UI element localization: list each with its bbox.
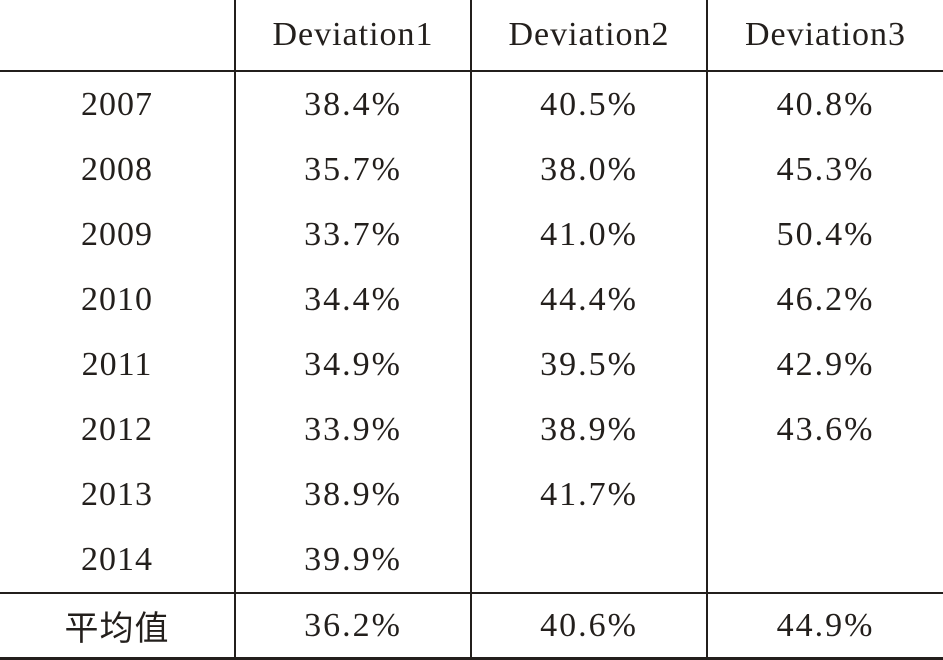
average-deviation2: 40.6% bbox=[470, 592, 707, 660]
table-row: 2010 34.4% 44.4% 46.2% bbox=[0, 267, 943, 332]
header-row: Deviation1 Deviation2 Deviation3 bbox=[0, 0, 943, 72]
deviation2-cell bbox=[470, 527, 707, 593]
header-cell-deviation2: Deviation2 bbox=[470, 0, 707, 72]
deviation1-cell: 38.4% bbox=[234, 71, 471, 137]
deviation2-cell: 44.4% bbox=[470, 267, 707, 332]
deviation3-cell: 42.9% bbox=[706, 332, 943, 397]
average-deviation1: 36.2% bbox=[234, 592, 471, 660]
deviation2-cell: 38.9% bbox=[470, 397, 707, 462]
year-cell: 2007 bbox=[81, 85, 153, 123]
deviation1-cell: 38.9% bbox=[234, 462, 471, 527]
header-cell-deviation1: Deviation1 bbox=[234, 0, 471, 72]
year-cell: 2009 bbox=[81, 215, 153, 253]
deviation3-cell: 43.6% bbox=[706, 397, 943, 462]
table-row: 2008 35.7% 38.0% 45.3% bbox=[0, 137, 943, 202]
deviation2-cell: 38.0% bbox=[470, 137, 707, 202]
deviation1-cell: 33.9% bbox=[234, 397, 471, 462]
deviation1-cell: 39.9% bbox=[234, 527, 471, 593]
deviation2-cell: 41.0% bbox=[470, 202, 707, 267]
deviation1-cell: 33.7% bbox=[234, 202, 471, 267]
deviation1-cell: 35.7% bbox=[234, 137, 471, 202]
year-cell: 2012 bbox=[81, 410, 153, 448]
deviation3-cell: 46.2% bbox=[706, 267, 943, 332]
average-label: 平均值 bbox=[0, 592, 235, 660]
table-row: 2013 38.9% 41.7% bbox=[0, 462, 943, 527]
header-cell-year bbox=[0, 0, 235, 72]
table-row: 2014 39.9% bbox=[0, 527, 943, 593]
year-cell: 2011 bbox=[81, 345, 153, 383]
year-cell: 2014 bbox=[81, 540, 153, 578]
year-cell: 2010 bbox=[81, 280, 153, 318]
table-row: 2007 38.4% 40.5% 40.8% bbox=[0, 71, 943, 137]
year-cell: 2013 bbox=[81, 475, 153, 513]
deviation2-cell: 39.5% bbox=[470, 332, 707, 397]
header-cell-deviation3: Deviation3 bbox=[706, 0, 943, 72]
deviation2-cell: 41.7% bbox=[470, 462, 707, 527]
deviation1-cell: 34.4% bbox=[234, 267, 471, 332]
table-row: 2009 33.7% 41.0% 50.4% bbox=[0, 202, 943, 267]
deviation3-cell: 50.4% bbox=[706, 202, 943, 267]
deviation3-cell: 45.3% bbox=[706, 137, 943, 202]
table-row: 2011 34.9% 39.5% 42.9% bbox=[0, 332, 943, 397]
table-row: 2012 33.9% 38.9% 43.6% bbox=[0, 397, 943, 462]
deviation3-cell: 40.8% bbox=[706, 71, 943, 137]
average-deviation3: 44.9% bbox=[706, 592, 943, 660]
deviation1-cell: 34.9% bbox=[234, 332, 471, 397]
deviation3-cell bbox=[706, 527, 943, 593]
deviation3-cell bbox=[706, 462, 943, 527]
average-row: 平均值 36.2% 40.6% 44.9% bbox=[0, 592, 943, 660]
deviation2-cell: 40.5% bbox=[470, 71, 707, 137]
year-cell: 2008 bbox=[81, 150, 153, 188]
